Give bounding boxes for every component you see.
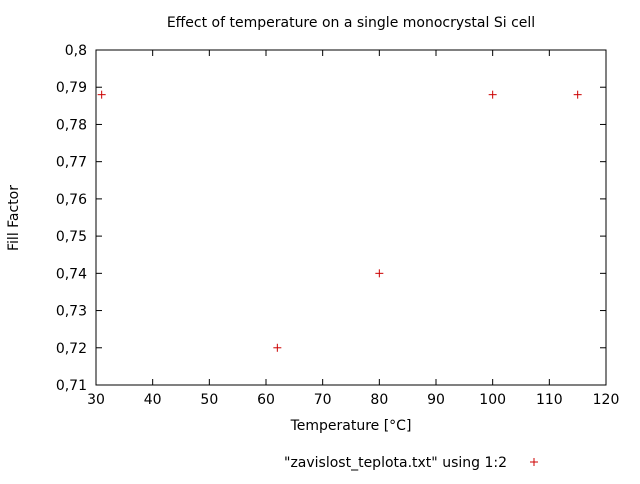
data-point: [573, 90, 582, 99]
svg-text:50: 50: [200, 392, 218, 408]
svg-text:60: 60: [257, 392, 275, 408]
data-point: [273, 343, 282, 352]
svg-text:110: 110: [536, 392, 563, 408]
svg-text:30: 30: [87, 392, 105, 408]
svg-text:100: 100: [479, 392, 506, 408]
data-point: [488, 90, 497, 99]
y-tick-labels: 0,71 0,72 0,73 0,74 0,75 0,76 0,77 0,78 0,79 0,8: [56, 43, 87, 394]
svg-text:120: 120: [593, 392, 620, 408]
svg-text:90: 90: [427, 392, 445, 408]
svg-text:0,73: 0,73: [56, 304, 87, 320]
chart-title: Effect of temperature on a single monocr…: [167, 15, 535, 31]
svg-text:0,75: 0,75: [56, 229, 87, 245]
svg-text:70: 70: [314, 392, 332, 408]
svg-text:0,76: 0,76: [56, 192, 87, 208]
svg-text:80: 80: [370, 392, 388, 408]
data-point: [97, 90, 106, 99]
svg-text:0,74: 0,74: [56, 266, 87, 282]
svg-text:0,79: 0,79: [56, 80, 87, 96]
svg-text:0,78: 0,78: [56, 117, 87, 133]
svg-text:40: 40: [144, 392, 162, 408]
axes: [95, 49, 607, 386]
y-axis-label: Fill Factor: [6, 185, 22, 251]
data-points: [97, 90, 582, 352]
x-tick-labels: 30 40 50 60 70 80 90 100 110 120: [87, 392, 619, 408]
svg-text:0,8: 0,8: [65, 43, 87, 59]
x-axis-label: Temperature [°C]: [290, 418, 412, 434]
legend-plus-marker: [530, 458, 538, 466]
data-point: [375, 269, 384, 278]
svg-text:0,72: 0,72: [56, 341, 87, 357]
legend: "zavislost_teplota.txt" using 1:2: [284, 455, 538, 471]
svg-text:0,71: 0,71: [56, 378, 87, 394]
tick-marks: [95, 49, 607, 386]
svg-text:0,77: 0,77: [56, 155, 87, 171]
legend-series-label: "zavislost_teplota.txt" using 1:2: [284, 455, 507, 471]
